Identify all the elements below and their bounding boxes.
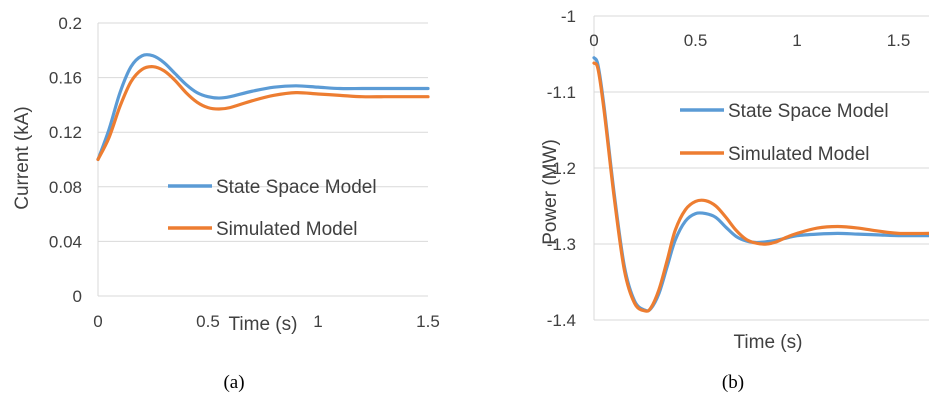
- b-x-tick-label: 0.5: [684, 31, 708, 50]
- a-y-tick-label: 0.2: [58, 14, 82, 33]
- a-caption: (a): [223, 372, 244, 393]
- a-series-line-state-space: [96, 53, 430, 162]
- a-legend-label: Simulated Model: [216, 219, 358, 240]
- b-legend: State Space Model Simulated Model: [680, 101, 889, 165]
- a-y-tick-label: 0.12: [49, 123, 82, 142]
- a-legend-label: State Space Model: [216, 177, 377, 198]
- chart-panel-b: -1.4 -1.3 -1.2 -1.1 -1 0 0.5 1 1.5 State Space …: [540, 7, 929, 393]
- a-y-tick-label: 0: [73, 287, 82, 306]
- b-x-tick-label: 1.5: [887, 31, 911, 50]
- a-y-axis-label: Current (kA): [12, 106, 33, 209]
- b-caption: (b): [722, 372, 744, 393]
- a-y-tick-labels: 0 0.04 0.08 0.12 0.16 0.2: [49, 14, 82, 306]
- b-x-tick-labels: 0 0.5 1 1.5: [589, 31, 910, 50]
- b-series-lines: [592, 56, 929, 313]
- a-y-tick-label: 0.08: [49, 178, 82, 197]
- b-x-tick-label: 1: [792, 31, 801, 50]
- a-y-tick-label: 0.16: [49, 69, 82, 88]
- b-y-tick-label: -1.3: [547, 235, 576, 254]
- a-x-axis-label: Time (s): [229, 314, 298, 335]
- b-legend-label: State Space Model: [728, 101, 889, 122]
- b-y-tick-label: -1.2: [547, 159, 576, 178]
- chart-panel-a: 0 0.04 0.08 0.12 0.16 0.2 0 0.5 1 1.5 State Spac…: [12, 14, 440, 393]
- b-series-line-state-space: [592, 56, 929, 313]
- b-x-axis-label: Time (s): [734, 332, 803, 353]
- b-y-tick-label: -1.4: [547, 311, 576, 330]
- a-series-lines: [96, 53, 430, 162]
- a-y-tick-label: 0.04: [49, 232, 82, 251]
- a-x-tick-label: 0: [93, 312, 102, 331]
- a-gridlines: [97, 22, 428, 297]
- b-y-tick-label: -1.1: [547, 83, 576, 102]
- a-x-tick-label: 0.5: [196, 312, 220, 331]
- b-y-axis-label: Power (MW): [540, 139, 561, 245]
- a-legend: State Space Model Simulated Model: [168, 177, 377, 240]
- b-x-tick-label: 0: [589, 31, 598, 50]
- b-y-tick-label: -1: [561, 7, 576, 26]
- b-series-line-simulated: [592, 61, 929, 313]
- b-legend-label: Simulated Model: [728, 144, 870, 165]
- a-series-line-simulated: [96, 65, 430, 162]
- a-x-tick-labels: 0 0.5 1 1.5: [93, 312, 440, 331]
- b-gridlines: [593, 15, 929, 321]
- a-x-tick-label: 1.5: [416, 312, 440, 331]
- b-y-tick-labels: -1.4 -1.3 -1.2 -1.1 -1: [547, 7, 576, 330]
- a-x-tick-label: 1: [313, 312, 322, 331]
